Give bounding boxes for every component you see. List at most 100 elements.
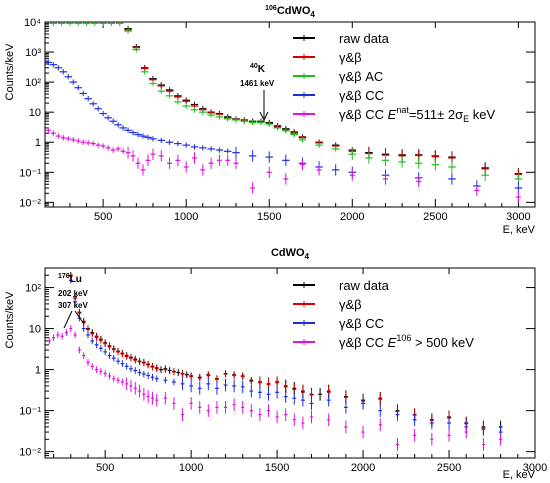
data-point [180,408,185,421]
data-point [448,173,456,185]
data-point [223,401,228,414]
data-point [232,117,240,123]
data-point [115,146,121,152]
data-point [249,377,254,385]
data-point [140,69,149,75]
data-point [215,381,219,395]
data-point [416,175,422,188]
data-point [59,69,68,75]
data-point [413,428,417,442]
data-point [139,133,147,139]
lu176-label: 176Lu [58,273,82,285]
data-point [378,392,383,406]
k40-energy: 1461 keV [240,79,275,88]
y-tick-label: 10² [25,283,41,295]
legend-label: γ&β [339,50,362,65]
y-tick-label: 10 [29,107,41,119]
data-point [150,363,155,371]
data-point [301,416,305,430]
lu176-energy-2: 307 keV [58,301,88,310]
legend-item: raw data [293,31,390,46]
data-point [79,90,87,97]
data-point [290,131,298,138]
data-point [165,139,174,145]
data-point [283,390,288,403]
x-tick-label: 1500 [265,462,289,474]
series-4 [45,127,521,203]
data-point [241,401,245,414]
data-point [331,164,340,176]
data-point [99,22,107,27]
data-point [107,22,116,27]
data-point [174,140,182,147]
data-point [265,121,273,127]
data-point [215,375,219,383]
data-point [282,128,290,134]
data-point [64,74,72,80]
data-point [163,376,168,384]
data-point [124,353,129,360]
data-point [474,184,480,197]
data-point [107,372,112,380]
data-point [447,428,451,442]
data-point [348,148,357,160]
data-point [365,152,373,164]
data-point [331,146,340,152]
data-point [60,332,64,340]
data-point [57,22,66,27]
data-point [464,425,468,439]
data-point [225,154,231,167]
data-point [448,161,456,173]
legend-label: raw data [339,31,390,46]
data-point [273,125,282,131]
data-point [86,359,90,366]
data-point [223,378,228,392]
data-point [481,169,489,181]
data-point [284,408,288,421]
data-point [94,334,99,342]
data-point [133,356,138,364]
data-point [94,341,99,349]
data-point [94,106,102,112]
legend-item: γ&β CC [293,316,384,331]
data-point [266,404,271,417]
data-point [116,357,120,365]
data-point [167,157,173,169]
data-point [165,88,174,94]
data-point [172,368,176,376]
data-point [149,80,157,87]
data-point [172,397,176,410]
lu176-arrow-2 [74,310,85,325]
data-point [298,137,307,143]
data-point [257,119,265,126]
y-tick-label: 10² [25,77,41,89]
data-point [99,368,103,375]
data-point [383,173,388,185]
data-point [99,110,107,117]
data-point [499,432,503,446]
data-point [233,157,239,169]
data-point [248,150,257,162]
data-point [45,59,53,66]
y-tick-label: 10⁻¹ [19,167,41,179]
data-point [103,340,108,347]
data-point [315,142,323,148]
data-point [249,384,254,398]
data-point [146,361,151,369]
data-point [86,331,90,339]
data-point [142,387,146,401]
legend-label: γ&β CC Enat=511± 2σE keV [339,105,496,124]
data-point [232,398,236,411]
data-point [232,379,237,393]
data-point [378,404,383,417]
data-point [232,372,237,379]
data-point [80,139,86,145]
data-point [240,118,249,124]
data-point [182,98,190,105]
data-point [182,142,190,148]
data-point [107,343,112,351]
data-point [74,85,82,91]
y-tick-label: 10⁻² [19,197,41,209]
data-point [215,401,219,414]
data-point [85,140,91,146]
